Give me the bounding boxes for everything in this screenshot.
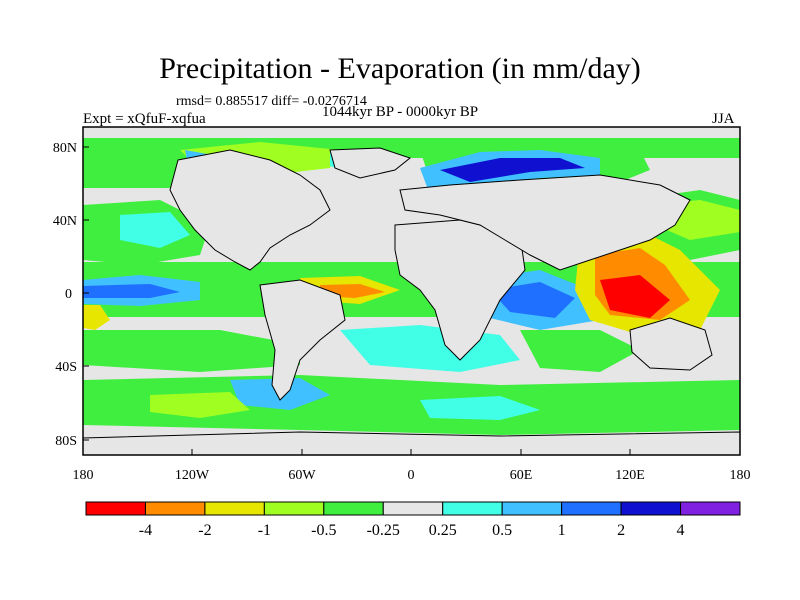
colorbar-swatch — [382, 501, 444, 516]
greenland-land — [329, 147, 412, 179]
australia-land — [629, 317, 713, 371]
lat-tick-label: 40S — [55, 360, 77, 375]
colorbar-swatch — [442, 501, 503, 516]
colorbar-swatch — [144, 501, 206, 516]
experiment-label: Expt = xQfuF-xqfua — [83, 111, 206, 127]
field-patch — [490, 282, 575, 318]
field-patch — [520, 330, 640, 372]
lon-tick-label: 60E — [510, 468, 533, 483]
colorbar-label: 0.5 — [492, 522, 512, 539]
colorbar-label: -2 — [198, 522, 211, 539]
lon-tick-label: 0 — [408, 468, 415, 483]
plot-title: Precipitation - Evaporation (in mm/day) — [159, 52, 641, 85]
colorbar-label: -0.25 — [367, 522, 400, 539]
colorbar-swatch — [323, 501, 384, 516]
lon-ticks: 180 120W 60W 0 60E 120E 180 — [73, 449, 751, 483]
colorbar-swatch — [263, 501, 325, 516]
north-america-land — [169, 149, 331, 271]
colorbar: -4 -2 -1 -0.5 -0.25 0.25 0.5 1 2 4 — [85, 501, 741, 539]
field-patch — [420, 396, 540, 420]
lat-tick-label: 40N — [53, 214, 77, 229]
field-patch — [440, 158, 585, 182]
period-label: 1044kyr BP - 0000kyr BP — [322, 104, 479, 120]
field-patch — [83, 330, 300, 372]
lat-tick-label: 0 — [65, 287, 72, 302]
colorbar-label: 1 — [558, 522, 566, 539]
field-patch — [83, 127, 740, 138]
colorbar-swatch — [620, 501, 682, 516]
lon-tick-label: 180 — [730, 468, 751, 483]
coastlines — [83, 147, 740, 455]
field-patch — [83, 305, 110, 330]
field-patch — [150, 392, 250, 418]
lon-tick-label: 120E — [615, 468, 645, 483]
lat-tick-label: 80S — [55, 434, 77, 449]
colorbar-label: 0.25 — [429, 522, 457, 539]
lon-tick-label: 180 — [73, 468, 94, 483]
lat-tick-label: 80N — [53, 141, 77, 156]
colorbar-swatch — [561, 501, 622, 516]
field-patch — [600, 275, 670, 318]
antarctica-land — [83, 431, 740, 455]
colorbar-swatch — [204, 501, 265, 516]
field-patch — [83, 284, 180, 298]
lon-tick-label: 120W — [175, 468, 210, 483]
eurasia-land — [399, 174, 691, 271]
colorbar-label: 2 — [617, 522, 625, 539]
season-label: JJA — [712, 111, 735, 127]
colorbar-swatch — [85, 501, 146, 516]
colorbar-label: -4 — [139, 522, 152, 539]
map-field — [83, 127, 740, 455]
field-patch — [120, 212, 190, 248]
south-america-land — [259, 279, 346, 401]
colorbar-label: -0.5 — [311, 522, 336, 539]
colorbar-label: 4 — [677, 522, 685, 539]
lon-tick-label: 60W — [288, 468, 316, 483]
lat-ticks: 80N 40N 0 40S 80S — [53, 141, 89, 449]
stats-label: rmsd= 0.885517 diff= -0.0276714 — [176, 94, 367, 109]
colorbar-swatch — [501, 501, 563, 516]
colorbar-label: -1 — [258, 522, 271, 539]
colorbar-swatch — [680, 501, 741, 516]
